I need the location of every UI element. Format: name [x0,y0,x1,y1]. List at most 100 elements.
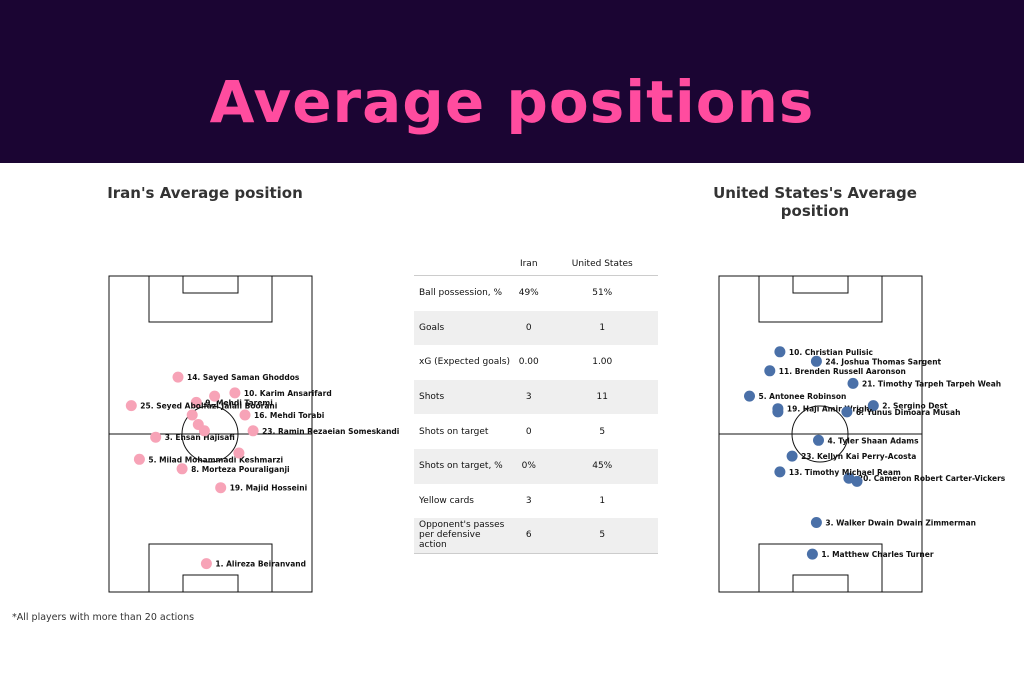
stats-row: Shots on target 0 5 [414,414,658,449]
stats-iran-value: 49% [518,288,539,299]
iran-player-marker [198,425,210,437]
iran-chart-title: Iran's Average position [107,184,303,202]
iran-player-marker [233,447,245,459]
usa-player-label: 10. Christian Pulisic [789,348,873,357]
iran-player-marker [186,409,198,421]
iran-player-label: 3. Ehsan Hajisafi [165,433,235,442]
stats-row: Shots on target, % 0% 45% [414,448,658,484]
stats-metric: Opponent's passes per defensive action [414,518,511,554]
usa-pitch: 1. Matthew Charles Turner 3. Walker Dwain… [718,275,1006,593]
iran-top-penalty-box [148,275,273,323]
stats-iran-value: 0 [511,310,547,346]
usa-player-label: 20. Cameron Robert Carter-Vickers [858,474,1006,483]
iran-player-label: 8. Morteza Pouraliganji [191,465,290,474]
stats-metric: xG (Expected goals) [419,357,510,368]
stats-row: xG (Expected goals) 0.00 1.00 [414,345,658,380]
iran-player-marker [176,463,188,475]
stats-usa-value: 1 [599,495,606,506]
usa-player-marker [772,406,784,418]
stats-header-iran: Iran [511,253,547,276]
stats-row: Shots 3 11 [414,379,658,415]
iran-player-label: 19. Majid Hosseini [230,484,307,493]
iran-player-marker [239,409,251,421]
iran-top-goal-area [182,275,239,294]
stats-usa-value: 5 [599,426,606,437]
stats-metric: Yellow cards [419,495,474,506]
usa-player-label: 3. Walker Dwain Dwain Zimmerman [825,519,976,528]
usa-bottom-goal-area [792,574,849,593]
usa-player-label: 21. Timothy Tarpeh Tarpeh Weah [862,379,1001,388]
header-banner: Average positions [0,0,1024,163]
iran-player-marker [133,453,145,465]
usa-player-marker [764,365,776,377]
usa-player-label: 19. Haji Amir Wright [787,405,874,414]
usa-player-marker [774,346,786,358]
iran-player-label: 16. Mehdi Torabi [254,411,324,420]
iran-player-label: 25. Seyed Abolfazl Jalali Boorani [140,402,277,411]
page-title: Average positions [209,68,815,136]
usa-player-label: 13. Timothy Michael Ream [789,468,901,477]
stats-usa-value: 11 [546,379,658,415]
usa-player-marker [851,475,863,487]
stats-usa-value: 51% [592,288,613,299]
iran-player-marker [200,558,212,570]
iran-player-label: 14. Sayed Saman Ghoddos [187,373,300,382]
stats-usa-value: 45% [546,448,658,484]
iran-bottom-goal-area [182,574,239,593]
stats-row: Opponent's passes per defensive action 6… [414,518,658,554]
stats-header-blank [414,253,511,276]
stats-usa-value: 5 [546,518,658,554]
iran-player-label: 10. Karim Ansarifard [244,389,332,398]
iran-pitch: 1. Alireza Beiranvand 14. Sayed Saman Gho… [108,275,399,593]
usa-player-label: 24. Joshua Thomas Sargent [825,357,941,366]
footnote: *All players with more than 20 actions [12,612,195,623]
usa-player-marker [841,406,853,418]
stats-iran-value: 0% [511,448,547,484]
stats-iran-value: 0 [525,426,532,437]
usa-top-goal-area [792,275,849,294]
usa-player-label: 23. Kellyn Kai Perry-Acosta [801,452,916,461]
iran-player-label: 23. Ramin Rezaeian Someskandi [262,427,399,436]
stats-iran-value: 6 [511,518,547,554]
usa-player-label: 4. Tyler Shaan Adams [828,436,920,445]
usa-player-marker [813,434,824,446]
iran-player-label: 9. Mehdi Taremi [205,398,272,407]
stats-usa-value: 1.00 [592,357,613,368]
stats-row: Goals 0 1 [414,310,658,346]
stats-row: Yellow cards 3 1 [414,484,658,519]
usa-top-penalty-box [758,275,883,323]
usa-player-marker [806,548,818,560]
usa-chart-title: United States's Average position [713,184,917,220]
stats-iran-value: 0.00 [518,357,539,368]
usa-player-marker [786,450,798,462]
usa-player-marker [774,466,786,478]
iran-center-circle [181,405,239,463]
usa-player-label: 6. Yunus Dimoara Musah [856,408,961,417]
usa-player-marker [744,390,755,402]
usa-player-label: 1. Matthew Charles Turner [821,550,933,559]
iran-player-label: 5. Milad Mohammadi Keshmarzi [148,455,283,464]
stats-iran-value: 3 [525,495,532,506]
usa-player-marker [810,355,822,367]
usa-center-circle [791,405,849,463]
iran-player-marker [247,425,259,437]
stats-usa-value: 1 [546,310,658,346]
stats-metric: Ball possession, % [419,288,503,299]
usa-player-marker [867,400,879,412]
usa-player-label: 2. Sergino Dest [882,402,948,411]
stats-header-row: Iran United States [414,253,658,276]
usa-player-label: 5. Antonee Robinson [759,392,847,401]
iran-player-marker [215,482,227,494]
stats-metric: Shots [414,379,511,415]
stats-metric: Shots on target, % [414,448,511,484]
usa-player-marker [810,517,822,528]
iran-player-marker [190,396,202,408]
stats-iran-value: 3 [511,379,547,415]
iran-player-label: 1. Alireza Beiranvand [215,560,306,569]
stats-header-usa: United States [546,253,658,276]
stats-metric: Shots on target [419,426,489,437]
match-stats-table: Iran United States Ball possession, % 49… [414,253,658,554]
stats-row: Ball possession, % 49% 51% [414,276,658,311]
usa-player-label: 11. Brenden Russell Aaronson [779,367,906,376]
iran-player-marker [172,371,184,383]
